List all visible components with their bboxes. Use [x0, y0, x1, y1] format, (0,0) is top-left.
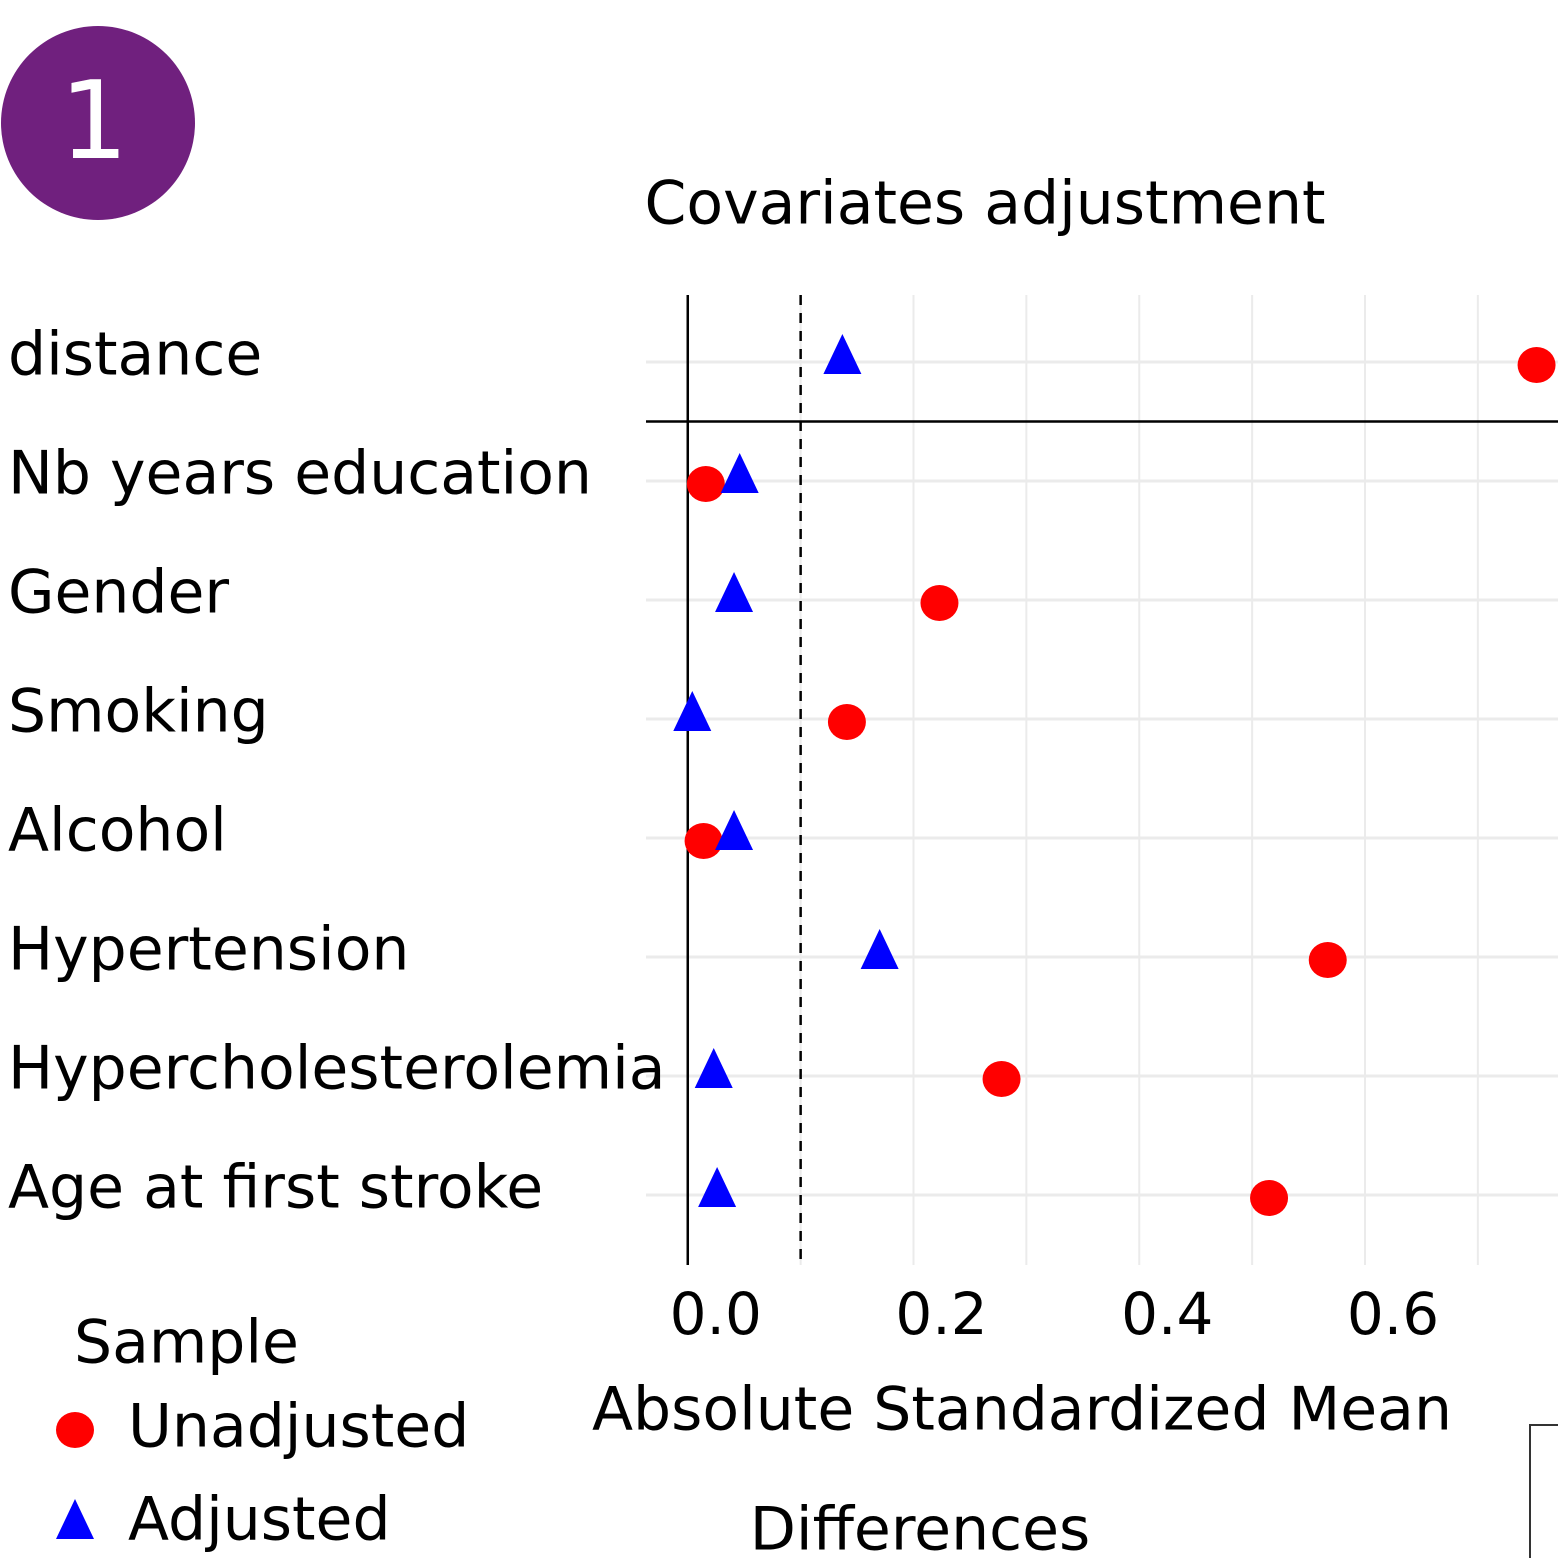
x-tick-label: 0.6 [1347, 1280, 1439, 1348]
legend-marker [56, 1499, 94, 1539]
y-tick-label: Hypercholesterolemia [8, 1034, 666, 1104]
legend-marker [56, 1412, 94, 1448]
y-tick-label: Gender [8, 558, 229, 628]
y-tick-label: Age at first stroke [8, 1153, 543, 1223]
frame-corner [1529, 1424, 1558, 1558]
data-point [698, 1167, 737, 1207]
x-tick-label: 0.4 [1121, 1280, 1213, 1348]
data-point [823, 334, 862, 374]
data-point [684, 823, 723, 859]
data-point [827, 704, 866, 740]
data-point [673, 691, 712, 731]
data-point [720, 453, 759, 493]
y-tick-label: Alcohol [8, 796, 227, 866]
legend-title: Sample [74, 1308, 299, 1378]
legend-label: Unadjusted [128, 1392, 469, 1462]
data-point [1308, 942, 1347, 978]
x-tick-label: 0.0 [670, 1280, 762, 1348]
data-point [686, 466, 725, 502]
badge-circle [1, 26, 195, 220]
x-tick-label: 0.2 [895, 1280, 987, 1348]
badge-number: 1 [60, 59, 129, 184]
data-point [920, 585, 959, 621]
data-point [715, 572, 754, 612]
data-point [715, 810, 754, 850]
data-point [860, 929, 899, 969]
legend-label: Adjusted [128, 1485, 391, 1555]
y-tick-label: Hypertension [8, 915, 409, 985]
x-axis-label: Absolute Standardized Mean [592, 1375, 1452, 1445]
chart-title: Covariates adjustment [644, 169, 1325, 239]
y-tick-label: Smoking [8, 677, 269, 747]
data-point [982, 1061, 1021, 1097]
data-point [694, 1048, 733, 1088]
x-axis-label: Differences [750, 1495, 1091, 1558]
data-point [1250, 1180, 1289, 1216]
y-tick-label: Nb years education [8, 439, 592, 509]
y-tick-label: distance [8, 320, 262, 390]
data-point [1517, 347, 1556, 383]
